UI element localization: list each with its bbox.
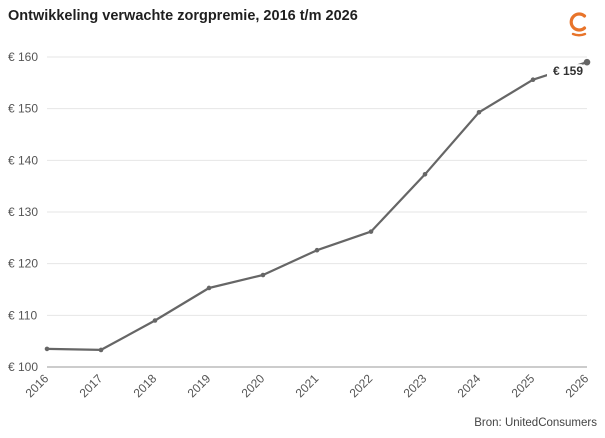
x-tick-label: 2024 bbox=[455, 371, 484, 400]
brand-logo-icon bbox=[569, 12, 587, 37]
y-axis: € 100 € 110 € 120 € 130 € 140 € 150 € 160 bbox=[8, 50, 38, 374]
y-tick-label: € 130 bbox=[8, 205, 38, 219]
x-tick-label: 2017 bbox=[77, 371, 106, 400]
y-tick-label: € 100 bbox=[8, 360, 38, 374]
x-tick-label: 2020 bbox=[239, 371, 268, 400]
data-point bbox=[314, 247, 320, 253]
data-point bbox=[206, 285, 212, 291]
y-tick-label: € 120 bbox=[8, 257, 38, 271]
chart-title: Ontwikkeling verwachte zorgpremie, 2016 … bbox=[8, 8, 358, 24]
x-tick-label: 2021 bbox=[293, 371, 322, 400]
gridlines bbox=[47, 56, 587, 368]
x-tick-label: 2023 bbox=[401, 371, 430, 400]
data-point bbox=[152, 318, 158, 323]
series-line bbox=[45, 61, 589, 351]
x-tick-label: 2018 bbox=[131, 371, 160, 400]
x-tick-label: 2025 bbox=[509, 371, 538, 400]
data-labels: € 159 bbox=[547, 64, 583, 80]
source-note: Bron: UnitedConsumers bbox=[474, 417, 597, 429]
x-tick-label: 2026 bbox=[563, 371, 592, 400]
data-point bbox=[260, 272, 266, 278]
data-point bbox=[476, 109, 482, 115]
y-tick-label: € 150 bbox=[8, 102, 38, 116]
data-point bbox=[368, 229, 374, 234]
data-point bbox=[530, 77, 536, 83]
data-point bbox=[98, 347, 104, 353]
y-tick-label: € 140 bbox=[8, 153, 38, 167]
data-point bbox=[583, 58, 591, 66]
data-point bbox=[44, 346, 50, 352]
x-tick-label: 2022 bbox=[347, 371, 376, 400]
data-label: € 159 bbox=[553, 64, 583, 78]
x-tick-label: 2016 bbox=[23, 371, 52, 400]
y-tick-label: € 160 bbox=[8, 50, 38, 64]
y-tick-label: € 110 bbox=[8, 308, 37, 322]
data-point bbox=[422, 171, 428, 177]
data-label-background bbox=[547, 64, 583, 80]
x-tick-label: 2019 bbox=[185, 371, 214, 400]
series-layer bbox=[44, 58, 591, 353]
x-axis: 2016 2017 2018 2019 2020 2021 2022 2023 2024 2025… bbox=[23, 371, 592, 400]
